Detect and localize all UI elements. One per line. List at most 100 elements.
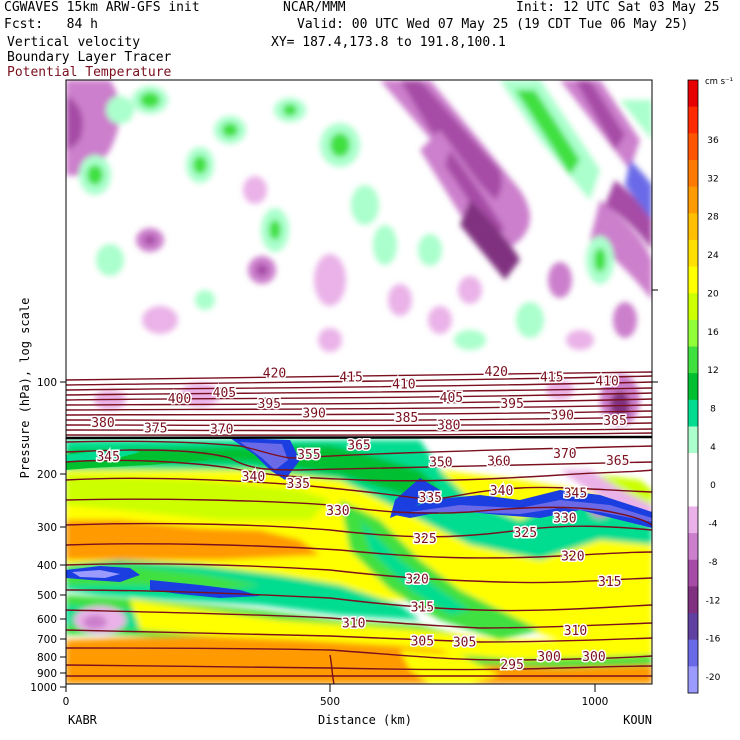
theta-label-370-17: 370 xyxy=(210,422,233,437)
theta-label-315-38: 315 xyxy=(411,601,434,616)
theta-label-390-13: 390 xyxy=(551,409,574,424)
theta-label-405-9: 405 xyxy=(440,391,463,406)
theta-label-350-22: 350 xyxy=(429,455,452,470)
colorbar-swatch-18 xyxy=(688,559,698,587)
y-axis-label: Pressure (hPa), log scale xyxy=(18,298,32,479)
colorbar-swatch-21 xyxy=(688,639,698,667)
theta-label-395-10: 395 xyxy=(500,397,523,412)
theta-label-380-15: 380 xyxy=(91,416,114,431)
colorbar-label-5: 16 xyxy=(707,328,719,338)
colorbar-label-8: 4 xyxy=(710,443,716,453)
theta-label-325-34: 325 xyxy=(514,526,537,541)
colorbar-swatch-12 xyxy=(688,399,698,427)
theta-label-355-20: 355 xyxy=(297,448,320,463)
theta-label-420-3: 420 xyxy=(485,365,508,380)
colorbar-swatch-15 xyxy=(688,479,698,507)
theta-label-300-44: 300 xyxy=(582,650,605,665)
y-tick-800: 800 xyxy=(37,652,57,664)
x-axis-label: Distance (km) xyxy=(318,713,412,727)
theta-label-370-24: 370 xyxy=(553,447,576,462)
colorbar-swatch-0 xyxy=(688,80,698,108)
start-station-label: KABR xyxy=(68,713,98,727)
header-title: CGWAVES 15km ARW-GFS init xyxy=(4,0,200,15)
theta-label-300-43: 300 xyxy=(537,650,560,665)
y-tick-400: 400 xyxy=(37,560,57,572)
colorbar-frame xyxy=(687,79,699,694)
colorbar-swatch-13 xyxy=(688,426,698,454)
y-tick-1000: 1000 xyxy=(30,682,57,694)
colorbar-label-6: 12 xyxy=(707,366,718,376)
colorbar-swatch-14 xyxy=(688,453,698,481)
theta-label-320-35: 320 xyxy=(561,549,584,564)
colorbar-label-12: -12 xyxy=(706,596,721,606)
theta-label-415-1: 415 xyxy=(339,371,362,386)
colorbar-swatch-3 xyxy=(688,159,698,188)
theta-label-330-31: 330 xyxy=(326,504,349,519)
y-tick-700: 700 xyxy=(37,634,57,646)
colorbar-label-1: 32 xyxy=(707,174,718,184)
theta-label-305-42: 305 xyxy=(453,636,476,651)
y-tick-900: 900 xyxy=(37,668,57,680)
theta-label-310-39: 310 xyxy=(342,617,365,632)
theta-label-295-45: 295 xyxy=(500,658,523,673)
theta-label-320-36: 320 xyxy=(405,572,428,587)
theta-label-layer: 420 415 410 420 415 410 400 405 395 405 395 390 385 3… xyxy=(90,363,631,674)
colorbar-swatch-1 xyxy=(688,106,698,134)
colorbar-label-0: 36 xyxy=(707,136,719,146)
theta-label-305-41: 305 xyxy=(411,635,434,650)
colorbar-label-4: 20 xyxy=(707,289,719,299)
colorbar-swatch-4 xyxy=(688,186,698,214)
end-station-label: KOUN xyxy=(623,713,652,727)
theta-label-380-18: 380 xyxy=(437,419,460,434)
y-tick-300: 300 xyxy=(37,522,57,534)
colorbar-swatch-5 xyxy=(688,213,698,241)
x-tick-labels: 0 500 1000 xyxy=(63,696,609,708)
theta-label-335-27: 335 xyxy=(287,477,310,492)
theta-label-390-11: 390 xyxy=(302,407,325,422)
theta-label-395-8: 395 xyxy=(258,397,281,412)
theta-label-410-2: 410 xyxy=(392,377,415,392)
x-tick-0: 0 xyxy=(63,696,70,708)
colorbar-label-13: -16 xyxy=(706,635,721,645)
plot-field: 420 415 410 420 415 410 400 405 395 405 395 390 385 3… xyxy=(66,80,652,684)
colorbar-swatch-22 xyxy=(688,666,698,694)
x-tick-500: 500 xyxy=(320,696,340,708)
colorbar-swatch-6 xyxy=(688,239,698,268)
colorbar-label-7: 8 xyxy=(710,405,716,415)
theta-label-345-30: 345 xyxy=(564,486,587,501)
theta-label-365-19: 365 xyxy=(347,438,370,453)
theta-label-420-0: 420 xyxy=(263,366,286,381)
header-xy-line: XY= 187.4,173.8 to 191.8,100.1 xyxy=(271,35,506,50)
y-tick-200: 200 xyxy=(37,469,57,481)
colorbar-swatch-7 xyxy=(688,266,698,294)
y-tick-500: 500 xyxy=(37,590,57,602)
y-tick-labels: 100 200 300 400 500 600 700 800 900 1000 xyxy=(30,377,57,694)
colorbar-label-9: 0 xyxy=(710,481,716,491)
theta-label-410-5: 410 xyxy=(595,375,618,390)
colorbar-label-10: -4 xyxy=(709,520,718,530)
colorbar-unit: cm s⁻¹ xyxy=(705,77,733,87)
colorbar-label-14: -20 xyxy=(706,673,721,683)
colorbar-swatch-2 xyxy=(688,133,698,161)
axis-ticks xyxy=(60,289,658,692)
colorbar-swatch-10 xyxy=(688,346,698,374)
x-tick-1000: 1000 xyxy=(582,696,609,708)
colorbar-swatch-17 xyxy=(688,533,698,561)
colorbar-swatch-9 xyxy=(688,319,698,348)
theta-label-325-33: 325 xyxy=(413,532,436,547)
y-tick-100: 100 xyxy=(37,377,57,389)
theta-label-340-29: 340 xyxy=(490,484,513,499)
theta-label-310-40: 310 xyxy=(564,624,587,639)
theta-label-335-28: 335 xyxy=(419,491,442,506)
forecast-hour: Fcst: 84 h xyxy=(4,17,98,32)
colorbar-swatch-20 xyxy=(688,613,698,641)
colorbar-swatch-19 xyxy=(688,586,698,614)
colorbar-swatch-16 xyxy=(688,506,698,534)
theta-label-315-37: 315 xyxy=(598,575,621,590)
theta-label-340-26: 340 xyxy=(242,470,265,485)
theta-label-360-23: 360 xyxy=(487,455,510,470)
colorbar-label-3: 24 xyxy=(707,251,719,261)
colorbar-swatch-8 xyxy=(688,293,698,321)
theta-label-415-4: 415 xyxy=(540,371,563,386)
